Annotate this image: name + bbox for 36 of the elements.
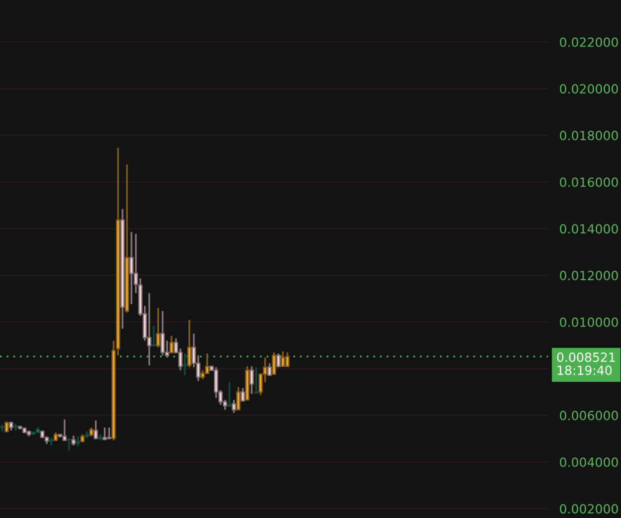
candlestick [76, 436, 80, 448]
y-tick-label: 0.002000 [560, 504, 618, 514]
text: 18:19:40 [558, 366, 612, 375]
candlestick [169, 334, 174, 354]
candlestick [240, 387, 245, 402]
candlestick [160, 310, 165, 356]
candlestick [280, 350, 286, 368]
candlestick [66, 438, 72, 452]
candlestick [71, 434, 76, 446]
candlestick [102, 426, 107, 442]
y-tick-label: 0.020000 [560, 84, 618, 94]
y-tick-label: 0.016000 [560, 177, 618, 187]
candlestick [4, 420, 9, 432]
candlestick [152, 324, 156, 348]
candlestick [94, 420, 98, 440]
candlestick [236, 386, 240, 411]
candlestick [276, 352, 281, 368]
candlestick [156, 307, 160, 348]
ref-line-label: 0.008521 [557, 352, 615, 362]
candlestick [250, 366, 254, 395]
candlestick [285, 352, 290, 368]
candlestick [182, 352, 187, 376]
candlestick [232, 399, 236, 414]
candlestick [187, 319, 192, 368]
y-tick-label: 0.018000 [560, 130, 618, 140]
y-tick-label: 0.012000 [560, 270, 618, 280]
candlestick [227, 381, 232, 408]
y-tick-label: 0.022000 [560, 37, 618, 47]
candlestick [267, 362, 272, 376]
y-tick-label: 0.010000 [560, 317, 618, 327]
candlestick [129, 231, 134, 305]
y-tick-label: 0.014000 [560, 224, 618, 234]
candlestick [254, 366, 258, 395]
candlestick [272, 352, 276, 376]
y-tick-label: 0.006000 [560, 410, 618, 420]
y-tick-label: 0.004000 [560, 457, 618, 467]
